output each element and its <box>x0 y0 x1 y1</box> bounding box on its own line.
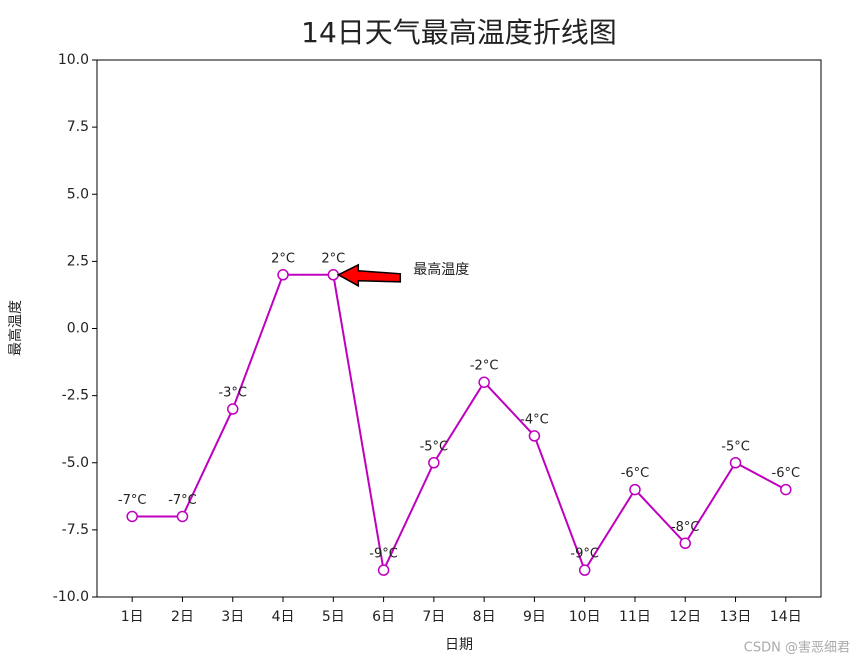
x-tick-label: 4日 <box>272 609 295 625</box>
y-tick-label: -5.0 <box>62 455 89 471</box>
value-label: -7°C <box>168 493 197 508</box>
y-axis-label: 最高温度 <box>7 300 24 356</box>
point <box>377 564 390 576</box>
x-tick-label: 9日 <box>523 609 546 625</box>
point <box>780 483 792 496</box>
x-tick-label: 12日 <box>669 609 701 625</box>
point <box>679 537 691 550</box>
x-tick-label: 13日 <box>720 609 752 625</box>
line <box>132 273 787 574</box>
plot-frame <box>96 59 822 598</box>
x-axis-label: 日期 <box>445 637 473 653</box>
y-tick-label: 5.0 <box>67 186 89 202</box>
point <box>528 430 541 442</box>
y-tick-label: 10.0 <box>58 52 89 68</box>
point <box>126 510 138 523</box>
y-tick-label: -2.5 <box>62 388 89 404</box>
value-label: -6°C <box>621 466 650 481</box>
x-tick-label: 6日 <box>372 609 395 625</box>
point <box>176 510 189 523</box>
value-label: -2°C <box>470 359 499 374</box>
y-tick-label: 7.5 <box>67 119 89 135</box>
y-tick-label: -7.5 <box>62 522 89 538</box>
watermark: CSDN @害恶细君 <box>744 640 850 656</box>
chart-title: 14日天气最高温度折线图 <box>301 16 617 49</box>
point <box>277 269 289 281</box>
value-label: -8°C <box>671 520 700 535</box>
x-tick-label: 8日 <box>473 609 496 625</box>
y-tick-label: 2.5 <box>67 253 89 269</box>
x-tick-label: 1日 <box>121 609 144 625</box>
annotation-arrow <box>336 263 402 288</box>
point <box>629 483 641 496</box>
y-tick-label: 0.0 <box>67 321 89 337</box>
point <box>729 457 742 469</box>
x-tick-label: 10日 <box>569 609 601 625</box>
point <box>478 376 490 388</box>
y-tick-label: -10.0 <box>53 589 89 605</box>
x-tick-label: 14日 <box>770 609 802 625</box>
x-tick-label: 11日 <box>619 609 651 625</box>
value-label: -9°C <box>570 547 599 562</box>
value-label: 2°C <box>321 251 345 266</box>
value-label: -5°C <box>420 439 449 454</box>
value-label: -3°C <box>218 386 247 401</box>
value-label: 2°C <box>271 251 295 266</box>
x-tick-label: 2日 <box>171 609 194 625</box>
point <box>578 564 591 576</box>
x-tick-label: 7日 <box>422 609 445 625</box>
x-tick-label: 5日 <box>322 609 345 625</box>
annotation-text: 最高温度 <box>413 261 469 278</box>
point <box>428 457 440 469</box>
value-label: -4°C <box>520 412 549 427</box>
value-label: -9°C <box>369 547 398 562</box>
point <box>227 403 239 415</box>
value-label: -5°C <box>721 439 750 454</box>
x-tick-label: 3日 <box>221 609 244 625</box>
value-label: -6°C <box>772 466 801 481</box>
value-label: -7°C <box>118 493 147 508</box>
